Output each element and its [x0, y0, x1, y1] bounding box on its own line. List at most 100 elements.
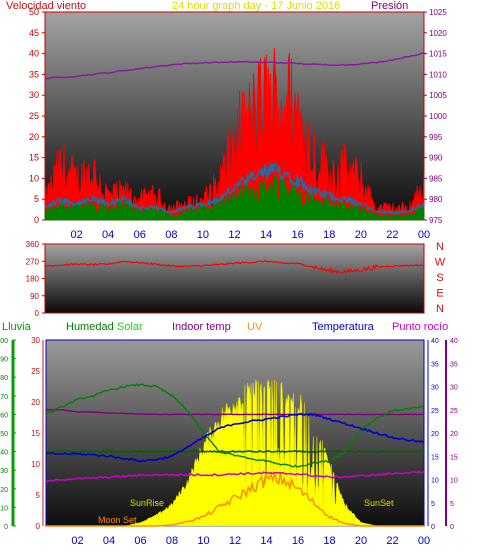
pressure-axis-label: Presión [371, 0, 408, 12]
temperature-tick-label: 35 [431, 361, 439, 368]
hour-tick-label: 22 [386, 535, 398, 547]
wind-direction-line [44, 259, 425, 275]
indoor-temp-tick-label: 25 [450, 408, 458, 415]
wind-speed-tick-label: 25 [29, 111, 39, 121]
inner-left-tick-label: 25 [31, 367, 40, 376]
percent-tick-label: 0 [4, 524, 8, 531]
pressure-tick-label: 995 [429, 133, 443, 142]
legend-item: Solar [117, 321, 143, 333]
hour-tick-label: 00 [418, 535, 430, 547]
indoor-temp-tick-label: 15 [450, 454, 458, 461]
hour-tick-label: 12 [229, 535, 241, 547]
wind-speed-tick-label: 10 [29, 173, 39, 183]
temperature-line [45, 412, 425, 463]
hour-tick-label: 00 [418, 229, 430, 241]
wind-speed-tick-label: 0 [34, 215, 39, 225]
percent-tick-label: 30 [0, 468, 8, 475]
temperature-tick-label: 10 [431, 478, 439, 485]
pressure-line [44, 52, 425, 80]
hour-tick-label: 04 [103, 535, 115, 547]
hour-tick-label: 08 [166, 535, 178, 547]
hour-tick-label: 20 [355, 535, 367, 547]
hour-tick-label: 06 [134, 229, 146, 241]
temperature-tick-label: 0 [431, 524, 435, 531]
pressure-tick-label: 1005 [429, 91, 447, 100]
wind-moving-average-line [44, 163, 425, 215]
percent-tick-label: 20 [0, 487, 8, 494]
wind-speed-tick-label: 45 [29, 28, 39, 38]
indoor-temp-tick-label: 0 [450, 524, 454, 531]
pressure-tick-label: 1025 [429, 8, 447, 17]
compass-label: N [436, 241, 444, 253]
percent-tick-label: 80 [0, 375, 8, 382]
indoor-temp-tick-label: 30 [450, 385, 458, 392]
pressure-tick-label: 1010 [429, 70, 447, 79]
percent-tick-label: 100 [0, 338, 8, 345]
pressure-tick-label: 985 [429, 174, 443, 183]
temperature-tick-label: 25 [431, 408, 439, 415]
pressure-tick-label: 975 [429, 216, 443, 225]
legend-item: Temperatura [312, 321, 375, 333]
inner-left-tick-label: 0 [36, 522, 41, 531]
wind-speed-axis-label: Velocidad viento [6, 0, 86, 12]
indoor-temp-line [45, 408, 425, 416]
temperature-tick-label: 30 [431, 385, 439, 392]
pressure-tick-label: 1015 [429, 50, 447, 59]
wind-speed-tick-label: 20 [29, 132, 39, 142]
humidity-base-line [45, 450, 425, 454]
hour-tick-label: 14 [260, 535, 272, 547]
percent-tick-label: 70 [0, 394, 8, 401]
percent-tick-label: 60 [0, 412, 8, 419]
hour-tick-label: 20 [355, 229, 367, 241]
percent-tick-label: 40 [0, 450, 8, 457]
inner-left-tick-label: 30 [31, 336, 40, 345]
direction-tick-label: 180 [26, 275, 40, 284]
hour-tick-label: 16 [292, 535, 304, 547]
hour-tick-label: 02 [70, 229, 82, 241]
indoor-temp-tick-label: 35 [450, 361, 458, 368]
hour-tick-label: 18 [323, 229, 335, 241]
wind-speed-tick-label: 30 [29, 90, 39, 100]
direction-tick-label: 360 [26, 240, 40, 249]
sunset-label: SunSet [364, 498, 394, 508]
wind-gust-series [44, 47, 425, 221]
wind-speed-tick-label: 35 [29, 69, 39, 79]
uv-line [46, 471, 424, 527]
wind-chart-title: 24 hour graph day - 17 Junio 2016 [172, 0, 340, 12]
percent-tick-label: 50 [0, 431, 8, 438]
hour-tick-label: 06 [134, 535, 146, 547]
pressure-tick-label: 1000 [429, 112, 447, 121]
temperature-tick-label: 5 [431, 501, 435, 508]
pressure-tick-label: 1020 [429, 29, 447, 38]
indoor-temp-tick-label: 5 [450, 501, 454, 508]
inner-left-tick-label: 20 [31, 398, 40, 407]
inner-left-tick-label: 5 [36, 491, 41, 500]
moonset-label: Moon Set [98, 515, 137, 525]
pressure-tick-label: 990 [429, 154, 443, 163]
indoor-temp-tick-label: 10 [450, 478, 458, 485]
hour-tick-label: 02 [71, 535, 83, 547]
indoor-temp-tick-label: 40 [450, 338, 458, 345]
compass-label: W [435, 257, 446, 269]
legend-item: Indoor temp [172, 321, 231, 333]
direction-tick-label: 0 [35, 309, 40, 318]
hour-tick-label: 16 [292, 229, 304, 241]
hour-tick-label: 18 [323, 535, 335, 547]
hour-tick-label: 12 [228, 229, 240, 241]
percent-tick-label: 90 [0, 357, 8, 364]
wind-speed-tick-label: 15 [29, 153, 39, 163]
direction-tick-label: 90 [30, 292, 39, 301]
legend-item: UV [247, 321, 263, 333]
pressure-tick-label: 980 [429, 195, 443, 204]
wind-speed-tick-label: 40 [29, 49, 39, 59]
wind-average-series [44, 173, 425, 221]
temperature-tick-label: 40 [431, 338, 439, 345]
hour-tick-label: 08 [165, 229, 177, 241]
sunrise-label: SunRise [130, 498, 164, 508]
inner-left-tick-label: 10 [31, 460, 40, 469]
legend-item: Lluvia [2, 321, 32, 333]
hour-tick-label: 14 [260, 229, 272, 241]
hour-tick-label: 10 [197, 229, 209, 241]
indoor-temp-tick-label: 20 [450, 431, 458, 438]
